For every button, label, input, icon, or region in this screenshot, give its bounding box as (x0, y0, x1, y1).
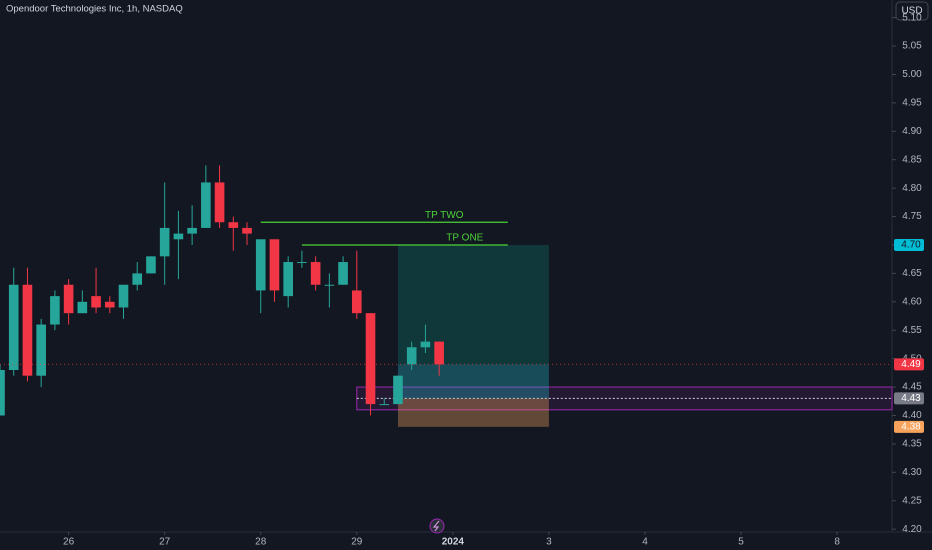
candle-body (22, 284, 33, 376)
candle-body (159, 227, 170, 257)
y-tick-label: 4.85 (902, 154, 922, 165)
x-tick-label: 2024 (442, 537, 465, 548)
price-label-box (894, 238, 924, 251)
candle-body (434, 341, 444, 365)
y-tick-label: 4.75 (902, 211, 922, 222)
candle-body (269, 239, 280, 291)
candle-body (393, 375, 403, 405)
candle-body (406, 347, 417, 365)
price-label-box (894, 358, 924, 371)
candle-body (63, 284, 74, 314)
candle-body (118, 284, 129, 308)
y-tick-label: 4.90 (902, 126, 922, 137)
y-tick-label: 4.40 (902, 410, 922, 421)
position-entry-band (397, 364, 549, 399)
candle-body (187, 227, 197, 234)
y-tick-label: 4.65 (902, 268, 922, 279)
price-label: 4.70 (901, 240, 921, 251)
level-label: TP TWO (425, 210, 464, 221)
candle-body (338, 262, 348, 285)
y-tick-label: 4.20 (902, 524, 922, 535)
event-icon-glyph (432, 520, 440, 532)
x-tick-label: 4 (642, 537, 648, 548)
y-tick-label: 4.25 (902, 495, 922, 506)
candle-body (91, 296, 101, 308)
candle-body (0, 370, 5, 416)
x-tick-label: 26 (63, 537, 75, 548)
price-label-box (894, 392, 924, 405)
currency-button[interactable] (895, 1, 929, 21)
candle-body (228, 222, 239, 228)
x-tick-label: 3 (546, 537, 552, 548)
candle-body (132, 273, 143, 285)
event-icon[interactable] (429, 518, 445, 534)
price-label: 4.38 (901, 421, 921, 432)
candle-body (365, 313, 376, 405)
candle-body (36, 324, 46, 376)
candle-body (420, 341, 431, 348)
y-tick-label: 4.55 (902, 325, 922, 336)
price-label-box (894, 420, 924, 433)
price-label: 4.43 (901, 393, 921, 404)
plot: TP TWO TP ONE (0, 165, 893, 427)
y-tick-label: 4.35 (902, 439, 922, 450)
candle-body (297, 262, 307, 264)
position-loss (397, 398, 549, 427)
candle-body (104, 301, 115, 308)
candle-body (351, 290, 362, 314)
y-tick-label: 4.80 (902, 183, 922, 194)
candle-body (214, 182, 225, 223)
y-tick-label: 4.95 (902, 98, 922, 109)
candle-body (283, 262, 293, 297)
y-tick-label: 4.60 (902, 296, 922, 307)
y-tick-label: 4.30 (902, 467, 922, 478)
x-tick-label: 27 (159, 537, 171, 548)
chart-title: Opendoor Technologies Inc, 1h, NASDAQ (6, 4, 183, 15)
candle-body (173, 233, 184, 240)
candle-body (146, 256, 156, 274)
price-label: 4.49 (901, 359, 921, 370)
x-tick-label: 5 (738, 537, 744, 548)
y-tick-label: 4.45 (902, 382, 922, 393)
currency[interactable]: USD (901, 6, 922, 17)
candle-body (379, 404, 390, 406)
candle-body (77, 301, 88, 314)
y-tick-label: 5.00 (902, 69, 922, 80)
level-label: TP ONE (446, 233, 483, 244)
x-tick-label: 8 (834, 537, 840, 548)
candle-body (324, 284, 335, 286)
y-tick-label: 5.05 (902, 41, 922, 52)
candle-body (201, 182, 211, 228)
candle-body (255, 239, 266, 291)
y-tick-label: 5.10 (902, 12, 922, 23)
candle-body (8, 284, 19, 371)
candle-body (242, 227, 252, 234)
x-tick-label: 28 (255, 537, 267, 548)
candle-body (310, 262, 321, 285)
x-tick-label: 29 (351, 537, 363, 548)
candle-body (50, 296, 60, 325)
